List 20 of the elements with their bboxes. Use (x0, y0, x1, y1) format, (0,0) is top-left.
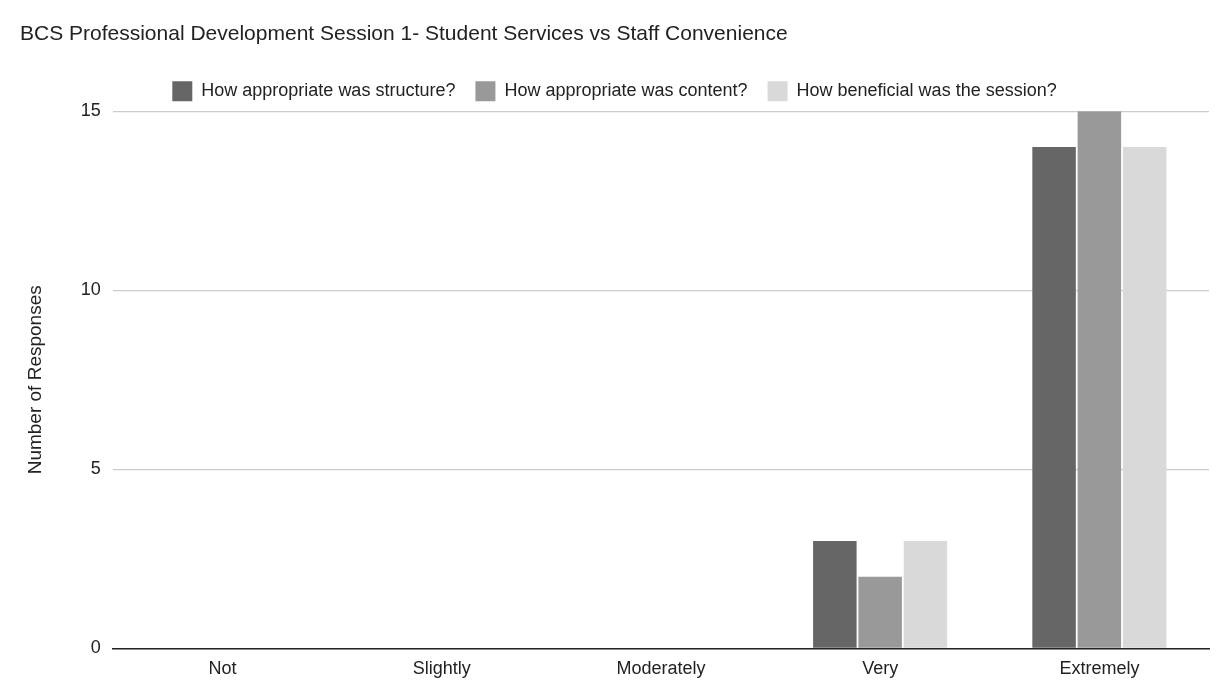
legend-label: How appropriate was content? (504, 80, 748, 101)
x-tick-label: Slightly (412, 658, 471, 679)
bar (1032, 147, 1076, 648)
y-tick-label: 10 (80, 279, 101, 300)
bar (813, 540, 857, 648)
legend-label: How appropriate was structure? (201, 80, 456, 101)
x-tick-label: Extremely (1059, 658, 1140, 679)
bar (1077, 111, 1122, 648)
bar (858, 576, 902, 648)
x-tick-label: Very (862, 658, 899, 679)
bar (1122, 147, 1167, 648)
legend-label: How beneficial was the session? (796, 80, 1057, 101)
bar (903, 540, 948, 648)
y-tick-label: 0 (90, 637, 101, 658)
y-tick-label: 15 (80, 100, 101, 121)
y-axis-title: Number of Responses (23, 285, 45, 475)
y-tick-label: 5 (90, 458, 101, 479)
x-tick-label: Moderately (616, 658, 706, 679)
x-tick-label: Not (208, 658, 237, 679)
chart-title: BCS Professional Development Session 1- Student Services vs Staff Convenience (20, 21, 788, 45)
